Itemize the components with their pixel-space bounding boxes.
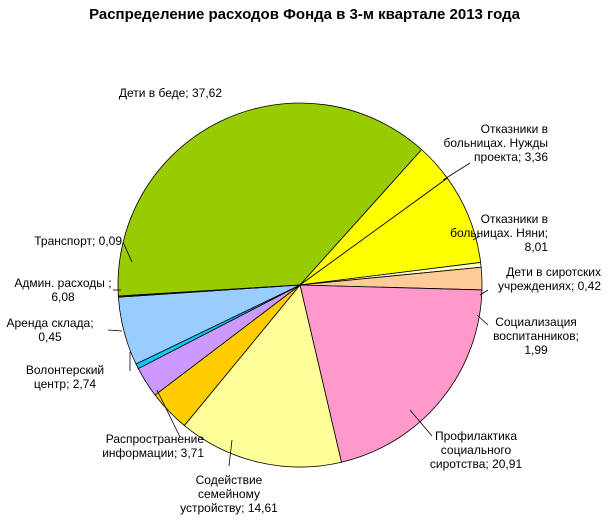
slice-label-line: Отказники в [481,212,548,226]
slice-label-12: Транспорт; 0,09 [34,234,122,248]
slice-label-2: Отказники в больницах. Нужды проекта; 3,36 [443,122,548,164]
slice-label-line: семейному [198,487,260,501]
slice-label-line: социального [441,443,512,457]
pie-slice-12 [117,284,301,298]
slice-label-line: 8,01 [525,240,549,254]
slice-label-line: 0,45 [38,330,62,344]
slice-label-line: учреждениях; 0,42 [498,279,601,293]
slice-label-9: Волонтерский центр; 2,74 [26,363,104,391]
slice-label-line: воспитанников; [493,329,579,343]
slice-label-4: Дети в сиротских учреждениях; 0,42 [498,265,601,293]
slice-label-line: Отказники в [481,122,548,136]
slice-label-line: Распространение [106,432,205,446]
leader-line-4 [479,289,489,296]
slice-label-line: Профилактика [435,429,517,443]
slice-label-line: Дети в беде; 37,62 [119,86,222,100]
slice-label-line: центр; 2,74 [34,377,97,391]
slice-label-10: Аренда склада; 0,45 [6,316,93,344]
slice-label-7: Содействие семейному устройству; 14,61 [180,473,278,515]
leader-line-6 [409,409,433,437]
slice-label-line: устройству; 14,61 [180,501,278,515]
pie-slice-1 [117,102,423,297]
pie-slice-7 [183,284,342,468]
pie-slice-3 [299,177,482,286]
leader-line-5 [476,314,489,326]
leader-lines [107,162,489,467]
leader-line-12 [122,241,133,263]
slice-label-line: 1,99 [524,343,548,357]
leader-line-7 [228,439,233,467]
slice-label-line: Волонтерский [26,363,104,377]
slice-label-line: Социализация [495,315,577,329]
slice-label-line: 6,08 [51,290,75,304]
slice-label-5: Социализация воспитанников; 1,99 [493,315,579,357]
slice-label-line: Админ. расходы ; [14,276,111,290]
leader-line-8 [156,389,181,438]
slice-label-8: Распространение информации; 3,71 [102,432,204,460]
slice-label-line: сиротства; 20,91 [430,457,523,471]
slice-label-line: Дети в сиротских [506,265,601,279]
pie-slice-6 [299,284,483,463]
slice-label-3: Отказники в больницах. Няни; 8,01 [450,212,548,254]
leader-line-10 [107,329,123,332]
slice-label-6: Профилактика социального сиротства; 20,91 [430,429,523,471]
slice-label-line: проекта; 3,36 [474,150,548,164]
leader-line-2 [442,162,471,181]
slice-label-line: больницах. Няни; [450,226,548,240]
slice-label-line: Содействие [196,473,263,487]
slice-label-line: Транспорт; 0,09 [34,234,122,248]
slice-label-1: Дети в беде; 37,62 [119,86,222,100]
chart-title: Распределение расходов Фонда в 3-м кварт… [89,6,520,23]
leader-line-3 [472,235,481,241]
slice-label-11: Админ. расходы ; 6,08 [14,276,111,304]
pie-slices [117,102,483,468]
slice-label-line: Аренда склада; [6,316,93,330]
slice-label-line: больницах. Нужды [443,136,548,150]
slice-label-line: информации; 3,71 [102,446,204,460]
